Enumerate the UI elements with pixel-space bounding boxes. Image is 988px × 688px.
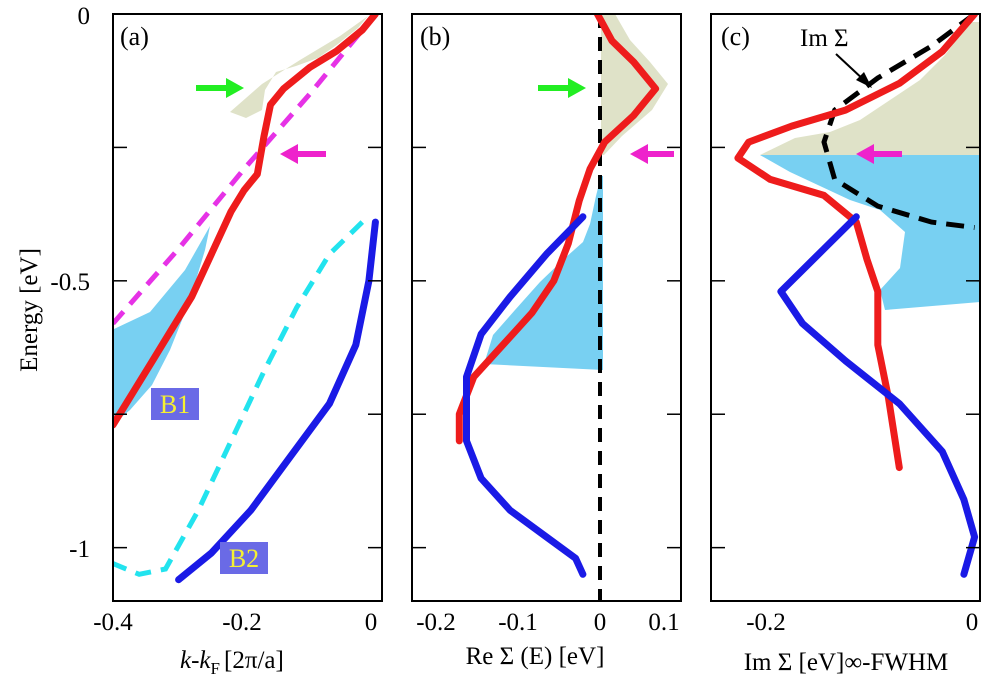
panel-b-frame [411,13,682,602]
panel-b-sky-region [484,176,603,370]
magenta-arrow-icon [856,144,902,164]
y-axis-label: Energy [eV] [16,248,43,372]
panel-c-label: (c) [721,22,750,51]
panel-a-b2-bare-dashed [113,220,365,577]
magenta-arrow-icon [630,144,674,164]
y-tick-label: 0 [78,3,91,30]
x-tick-label: 0.1 [648,609,679,636]
badge-b2: B2 [220,542,268,574]
panel-c-im-sigma-dashed [821,14,977,230]
x-tick-label: -0.2 [222,609,262,636]
panel-a-olive-region [230,16,368,118]
badge-b1: B1 [151,388,199,420]
panel-c: (c) Im Σ -0.2 0 Im Σ [eV]∞-FWHM [710,13,981,676]
x-tick-label: -0.2 [746,609,786,636]
badge-b1-label: B1 [160,390,190,419]
x-tick-label: -0.2 [416,609,456,636]
y-tick-label: -1 [69,536,90,563]
magenta-arrow-icon [280,144,326,164]
x-tick-label: -0.1 [498,609,538,636]
panel-a: B1 B2 (a) -0.4 -0.2 0 k-kF [2π/a] [93,13,383,678]
panel-c-x-label: Im Σ [eV]∞-FWHM [744,649,949,676]
panel-b: (b) -0.2 -0.1 0 0.1 Re Σ (E) [eV] [411,13,682,670]
panel-a-frame [112,13,383,602]
panel-c-olive-region [760,22,980,155]
x-tick-label: -0.4 [93,609,133,636]
x-tick-label: 0 [966,609,979,636]
panel-b-ticks [412,13,681,549]
badge-b2-label: B2 [229,544,259,573]
green-arrow-icon [196,78,244,98]
panel-a-bare-band-dashed [113,14,378,326]
panel-b-red-line [455,14,660,445]
panel-b-blue-line [463,213,587,578]
panel-b-x-label: Re Σ (E) [eV] [466,643,605,670]
panel-a-b1-line [113,14,379,429]
y-tick-label: -0.5 [50,269,90,296]
im-sigma-annotation: Im Σ [800,25,849,52]
x-tick-label: 0 [365,609,378,636]
panel-c-frame [710,13,981,602]
panel-b-label: (b) [420,22,450,51]
x-tick-label: 0 [594,609,607,636]
panel-c-red-line [734,14,979,472]
panel-a-x-label: k-kF [2π/a] [180,647,284,678]
panel-a-ticks [113,13,382,549]
panel-c-ticks [711,13,980,549]
panel-a-b2-line [175,218,379,584]
panel-c-sky-region [760,155,980,310]
annotation-arrow-icon [835,53,872,88]
panel-a-label: (a) [120,22,149,51]
panel-c-blue-line [777,213,979,578]
green-arrow-icon [538,78,586,98]
panel-a-sky-region [113,226,210,425]
